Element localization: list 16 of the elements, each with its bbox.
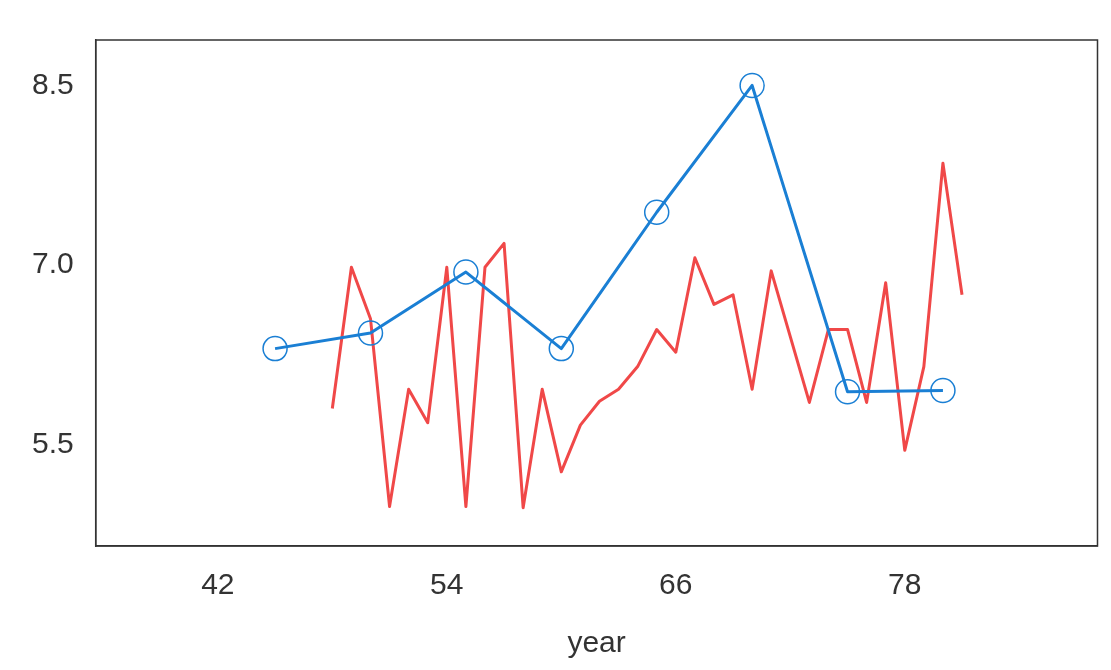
point (453, 259, 479, 285)
point (739, 72, 765, 99)
x-tick-label: 66 (659, 567, 693, 601)
point (548, 335, 575, 362)
point (357, 320, 384, 346)
x-tick-label: 54 (430, 567, 464, 601)
point (834, 378, 861, 405)
x-tick-label: 78 (888, 567, 922, 601)
point (643, 199, 670, 226)
x-tick-label: 42 (201, 567, 235, 601)
point (930, 377, 956, 404)
x-axis-title: year (567, 625, 626, 659)
point (262, 335, 288, 362)
y-tick-label: 7.0 (31, 246, 74, 280)
y-tick-label: 5.5 (31, 425, 74, 459)
y-tick-label: 8.5 (31, 66, 74, 100)
